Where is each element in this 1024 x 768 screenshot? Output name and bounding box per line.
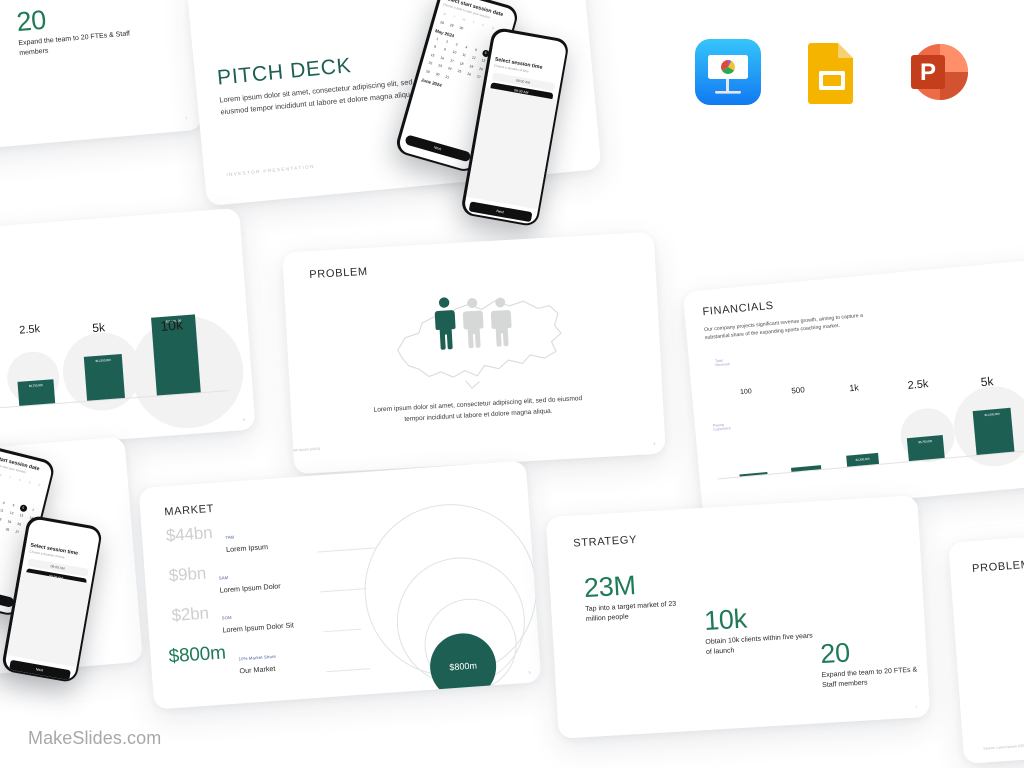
slide-strategy-partial-topleft[interactable]: k s within nch 20 Expand the team to 20 … bbox=[0, 0, 203, 154]
market-value: $9bn bbox=[168, 563, 207, 586]
bar-value: $11,500,000 bbox=[984, 411, 1000, 417]
strategy-number: 20 bbox=[819, 637, 851, 670]
market-value: $800m bbox=[167, 642, 227, 668]
pitch-deck-footer: INVESTOR PRESENTATION bbox=[226, 163, 316, 178]
problem-source: Source: Lorem Ipsum (2024) bbox=[282, 446, 321, 454]
bar: $23,000 bbox=[739, 472, 768, 480]
time-list-area bbox=[6, 570, 91, 667]
bar-value: $23,000 bbox=[748, 475, 759, 481]
time-list-area bbox=[465, 86, 557, 209]
strategy-item-2: 10k Obtain 10k clients within five years… bbox=[703, 600, 814, 659]
market-label: Lorem Ipsum bbox=[225, 542, 269, 555]
market-value: $2bn bbox=[171, 603, 210, 626]
market-title: MARKET bbox=[163, 502, 215, 519]
market-tag: SAM bbox=[218, 574, 229, 581]
y-axis-label: Total Revenue bbox=[714, 358, 730, 368]
financials-description: Our company projects significant revenue… bbox=[703, 312, 864, 342]
market-tag: SOM bbox=[221, 614, 232, 621]
bar: $5,750,000 bbox=[906, 434, 945, 462]
bar-value: $5,750,000 bbox=[918, 438, 933, 444]
slide-strategy[interactable]: STRATEGY 23M Tap into a target market of… bbox=[545, 495, 931, 739]
watermark-makeslides: MakeSlides.com bbox=[28, 728, 162, 748]
powerpoint-icon[interactable]: P bbox=[902, 38, 970, 106]
strategy-item-3: 20 Expand the team to 20 FTEs & Staff me… bbox=[819, 633, 930, 692]
market-row-sam: $9bn SAM Lorem Ipsum Dolor bbox=[168, 558, 281, 598]
page-number: 7 bbox=[185, 115, 188, 121]
slide-market[interactable]: MARKET $44bn TAM Lorem Ipsum $9bn SAM Lo… bbox=[138, 460, 542, 710]
market-row-our-market: $800m 10% Market Share Our Market bbox=[168, 639, 277, 681]
slide-problem-partial-right[interactable]: PROBLEM Source: Lorem Ipsum (2024) bbox=[948, 525, 1024, 765]
decor-blob bbox=[1017, 361, 1024, 488]
market-tag: TAM bbox=[225, 534, 235, 541]
problem-source: Source: Lorem Ipsum (2024) bbox=[983, 743, 1024, 751]
x-tick: 2.5k bbox=[907, 378, 929, 392]
x-tick: 5k bbox=[980, 374, 994, 390]
page-number: 5 bbox=[528, 669, 531, 675]
people-figures-icon bbox=[434, 297, 512, 350]
strategy-item-1: 23M Tap into a target market of 23 milli… bbox=[583, 567, 694, 626]
market-row-som: $2bn SOM Lorem Ipsum Dolor Sit bbox=[171, 597, 294, 638]
x-tick: 500 bbox=[790, 385, 806, 396]
connector-line bbox=[320, 588, 367, 593]
x-tick: 2.5k bbox=[18, 323, 41, 337]
bar-value: $2,300,000 bbox=[855, 456, 870, 462]
svg-text:P: P bbox=[920, 59, 936, 86]
market-label: Lorem Ipsum Dolor bbox=[219, 581, 281, 595]
connector-line bbox=[326, 668, 371, 672]
strategy-number: 10k bbox=[703, 603, 748, 636]
bar: $11,500,000 bbox=[972, 407, 1015, 455]
bar: $115,000 bbox=[791, 465, 822, 474]
market-row-tam: $44bn TAM Lorem Ipsum bbox=[165, 519, 268, 558]
connector-line bbox=[317, 547, 376, 553]
market-value: $44bn bbox=[165, 523, 214, 546]
market-tag: 10% Market Share bbox=[238, 653, 277, 662]
x-tick: 1k bbox=[848, 382, 860, 394]
market-label: Our Market bbox=[239, 663, 276, 676]
page-number: 6 bbox=[242, 416, 246, 423]
bar-value: $11,500,000 bbox=[95, 357, 111, 363]
financials-title: FINANCIALS bbox=[702, 299, 775, 319]
page-number: 3 bbox=[652, 441, 656, 447]
bar-value: $115,000 bbox=[800, 468, 813, 474]
slide-financials[interactable]: FINANCIALS Our company projects signific… bbox=[682, 252, 1024, 518]
x-axis-label: Paying Customers bbox=[712, 422, 731, 433]
slide-problem[interactable]: PROBLEM Lorem ipsum dolor sit amet, cons… bbox=[282, 231, 666, 475]
slide-financials-partial-left[interactable]: FINANCIALS Our company projects signific… bbox=[0, 207, 256, 463]
bar-value: $5,750,000 bbox=[28, 382, 43, 388]
app-icon-row: P bbox=[694, 38, 970, 106]
strategy-number: 23M bbox=[583, 570, 637, 604]
keynote-icon[interactable] bbox=[694, 38, 762, 106]
problem-body: Lorem ipsum dolor sit amet, consectetur … bbox=[373, 395, 583, 423]
problem-title: PROBLEM bbox=[971, 558, 1024, 576]
bar: $11,500,000 bbox=[83, 354, 125, 401]
problem-title: PROBLEM bbox=[309, 265, 369, 282]
google-slides-icon[interactable] bbox=[798, 38, 866, 106]
bar: $5,750,000 bbox=[17, 379, 56, 406]
connector-line bbox=[323, 628, 362, 633]
x-tick: 5k bbox=[91, 320, 106, 336]
page-number: 7 bbox=[915, 704, 918, 710]
strategy-title: STRATEGY bbox=[573, 533, 638, 550]
market-label: Lorem Ipsum Dolor Sit bbox=[222, 620, 295, 635]
x-tick: 100 bbox=[739, 388, 753, 397]
